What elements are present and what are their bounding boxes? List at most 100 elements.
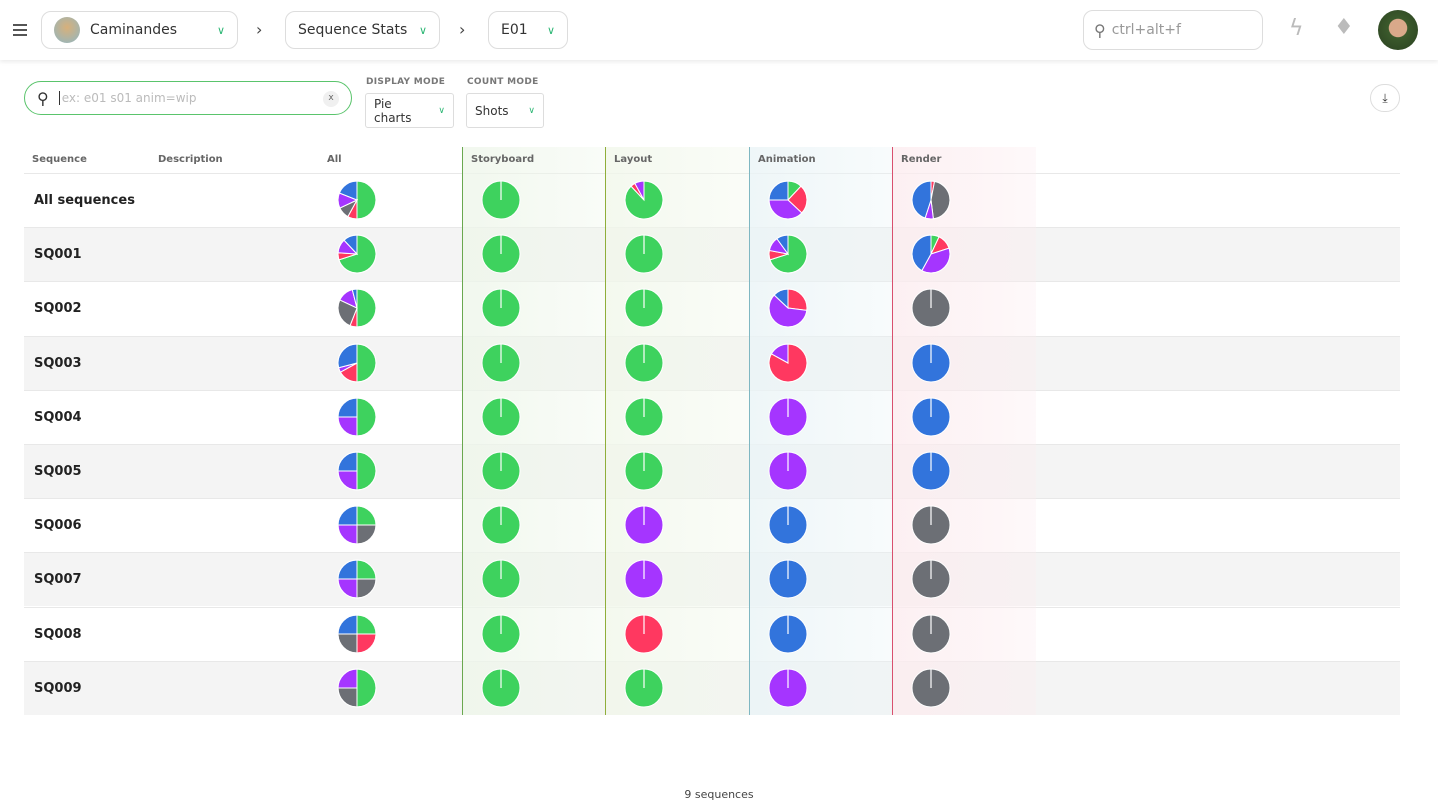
pie-chart-render[interactable] (911, 505, 951, 545)
pie-chart-storyboard[interactable] (481, 288, 521, 328)
sequence-name[interactable]: SQ004 (34, 409, 82, 425)
search-icon: ⚲ (1094, 20, 1106, 40)
header-animation[interactable]: Animation (758, 154, 816, 165)
pie-chart-storyboard[interactable] (481, 397, 521, 437)
global-search-input[interactable]: ⚲ ctrl+alt+f (1083, 10, 1263, 50)
pie-chart-storyboard[interactable] (481, 505, 521, 545)
bell-icon[interactable]: ♦ (1334, 15, 1354, 40)
pie-chart-layout[interactable] (624, 288, 664, 328)
pie-chart-animation[interactable] (768, 505, 808, 545)
download-button[interactable]: ⤓ (1370, 84, 1400, 112)
pie-chart-render[interactable] (911, 343, 951, 383)
pie-chart-storyboard[interactable] (481, 614, 521, 654)
pie-chart-all[interactable] (337, 505, 377, 545)
header-description[interactable]: Description (158, 154, 223, 165)
pie-chart-all[interactable] (337, 397, 377, 437)
pie-chart-animation[interactable] (768, 451, 808, 491)
user-avatar[interactable] (1378, 10, 1418, 50)
sequence-name[interactable]: SQ008 (34, 626, 82, 642)
pie-chart-render[interactable] (911, 451, 951, 491)
clear-search-button[interactable]: x (323, 91, 339, 107)
sequence-name[interactable]: All sequences (34, 193, 135, 208)
pie-chart-animation[interactable] (768, 288, 808, 328)
display-mode-label: DISPLAY MODE (366, 77, 446, 87)
pie-chart-all[interactable] (337, 180, 377, 220)
pie-chart-storyboard[interactable] (481, 343, 521, 383)
sequence-name[interactable]: SQ001 (34, 247, 82, 263)
sequence-name[interactable]: SQ002 (34, 301, 82, 317)
pie-slice-done (356, 180, 377, 220)
pie-chart-render[interactable] (911, 234, 951, 274)
pie-chart-animation[interactable] (768, 234, 808, 274)
pie-outline (911, 559, 951, 599)
pie-chart-layout[interactable] (624, 614, 664, 654)
pie-chart-render[interactable] (911, 559, 951, 599)
header-render[interactable]: Render (901, 154, 942, 165)
pie-chart-layout[interactable] (624, 397, 664, 437)
pie-chart-all[interactable] (337, 288, 377, 328)
pie-outline (768, 343, 808, 383)
top-bar: Caminandes ∨ › Sequence Stats ∨ › E01 ∨ … (0, 0, 1438, 60)
pie-chart-render[interactable] (911, 288, 951, 328)
episode-selector[interactable]: E01 ∨ (488, 11, 568, 49)
pie-outline (624, 288, 664, 328)
pie-chart-storyboard[interactable] (481, 180, 521, 220)
display-mode-select[interactable]: Pie charts ∨ (365, 93, 454, 128)
pie-outline (768, 668, 808, 708)
pie-chart-layout[interactable] (624, 234, 664, 274)
pie-chart-animation[interactable] (768, 397, 808, 437)
menu-icon[interactable] (13, 24, 27, 39)
pie-outline (911, 234, 951, 274)
pie-chart-all[interactable] (337, 614, 377, 654)
display-mode-value: Pie charts (374, 96, 412, 125)
pie-chart-storyboard[interactable] (481, 668, 521, 708)
pie-outline (481, 288, 521, 328)
header-all[interactable]: All (327, 154, 342, 165)
header-layout[interactable]: Layout (614, 154, 653, 165)
header-sequence[interactable]: Sequence (32, 154, 87, 165)
pie-outline (337, 288, 377, 328)
production-selector[interactable]: Caminandes ∨ (41, 11, 238, 49)
pie-slice-wip (337, 343, 358, 368)
pie-outline (911, 288, 951, 328)
pie-outline (624, 668, 664, 708)
pie-chart-animation[interactable] (768, 668, 808, 708)
pie-chart-all[interactable] (337, 451, 377, 491)
pie-outline (337, 505, 377, 545)
sequence-name[interactable]: SQ003 (34, 355, 82, 371)
pie-chart-storyboard[interactable] (481, 451, 521, 491)
pie-chart-layout[interactable] (624, 180, 664, 220)
pie-chart-animation[interactable] (768, 614, 808, 654)
chevron-right-icon: › (256, 20, 263, 39)
section-selector[interactable]: Sequence Stats ∨ (285, 11, 440, 49)
pie-chart-storyboard[interactable] (481, 234, 521, 274)
sequence-name[interactable]: SQ009 (34, 680, 82, 696)
sequence-name[interactable]: SQ007 (34, 572, 82, 588)
pie-chart-all[interactable] (337, 343, 377, 383)
filter-search-input[interactable]: ⚲ ex: e01 s01 anim=wip x (24, 81, 352, 115)
pie-chart-animation[interactable] (768, 343, 808, 383)
lightning-icon[interactable]: ϟ (1289, 16, 1304, 41)
pie-chart-render[interactable] (911, 180, 951, 220)
pie-chart-animation[interactable] (768, 559, 808, 599)
pie-chart-render[interactable] (911, 614, 951, 654)
pie-chart-all[interactable] (337, 668, 377, 708)
count-mode-select[interactable]: Shots ∨ (466, 93, 544, 128)
pie-chart-layout[interactable] (624, 343, 664, 383)
sequence-name[interactable]: SQ005 (34, 464, 82, 479)
sequence-name[interactable]: SQ006 (34, 518, 82, 534)
pie-chart-layout[interactable] (624, 668, 664, 708)
pie-chart-layout[interactable] (624, 505, 664, 545)
pie-chart-all[interactable] (337, 234, 377, 274)
chevron-down-icon: ∨ (438, 105, 445, 116)
pie-chart-render[interactable] (911, 397, 951, 437)
pie-chart-storyboard[interactable] (481, 559, 521, 599)
pie-chart-layout[interactable] (624, 451, 664, 491)
pie-chart-layout[interactable] (624, 559, 664, 599)
pie-chart-render[interactable] (911, 668, 951, 708)
pie-outline (768, 614, 808, 654)
pie-chart-all[interactable] (337, 559, 377, 599)
sequence-count: 9 sequences (684, 788, 754, 801)
pie-chart-animation[interactable] (768, 180, 808, 220)
header-storyboard[interactable]: Storyboard (471, 154, 535, 165)
